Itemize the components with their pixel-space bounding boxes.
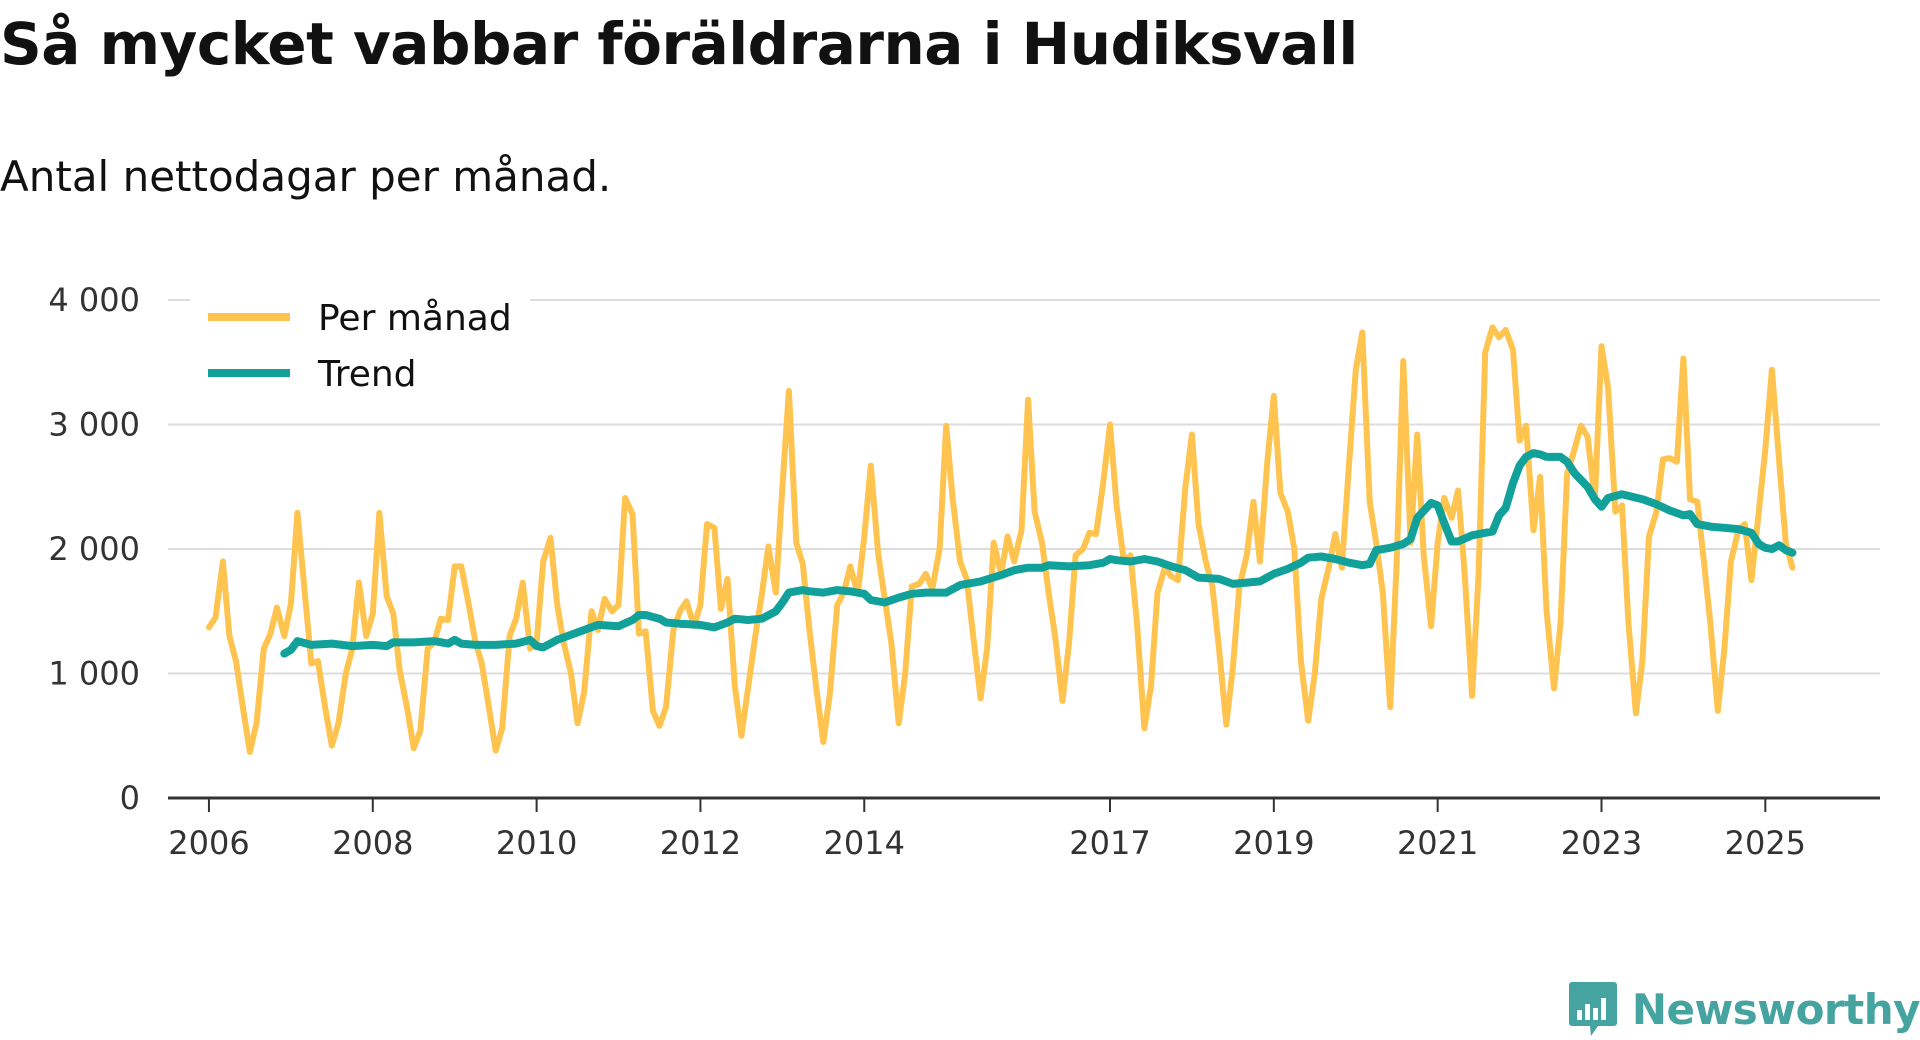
x-tick-label: 2021: [1397, 824, 1478, 862]
x-tick-label: 2023: [1561, 824, 1642, 862]
legend: Per månad Trend: [190, 292, 530, 404]
x-tick-label: 2014: [824, 824, 905, 862]
x-tick-label: 2006: [168, 824, 249, 862]
y-tick-label: 0: [120, 779, 140, 817]
chart-title: Så mycket vabbar föräldrarna i Hudiksval…: [0, 10, 1358, 78]
series-line-trend: [280, 449, 1797, 658]
x-tick-label: 2017: [1069, 824, 1150, 862]
series-group: [206, 324, 1797, 755]
x-tick-label: 2010: [496, 824, 577, 862]
x-tick-label: 2019: [1233, 824, 1314, 862]
legend-label-trend: Trend: [317, 354, 417, 395]
y-tick-label: 3 000: [48, 406, 140, 444]
y-tick-label: 2 000: [48, 530, 140, 568]
x-tick-label: 2025: [1725, 824, 1806, 862]
legend-label-per-manad: Per månad: [318, 298, 512, 339]
y-tick-label: 1 000: [48, 655, 140, 693]
y-tick-label: 4 000: [48, 281, 140, 319]
brand-name: Newsworthy: [1631, 984, 1920, 1034]
legend-background: [190, 292, 530, 404]
chart-subtitle: Antal nettodagar per månad.: [0, 152, 612, 201]
newsworthy-logo-icon: [1568, 982, 1617, 1036]
line-chart: 0 1 000 2 000 3 000 4 000 2006 2008 2010 2012 201…: [48, 281, 1880, 862]
newsworthy-brand: Newsworthy: [1568, 980, 1920, 1038]
x-tick-label: 2008: [332, 824, 413, 862]
x-tick-label: 2012: [660, 824, 741, 862]
axes: 0 1 000 2 000 3 000 4 000 2006 2008 2010 2012 201…: [48, 281, 1880, 862]
